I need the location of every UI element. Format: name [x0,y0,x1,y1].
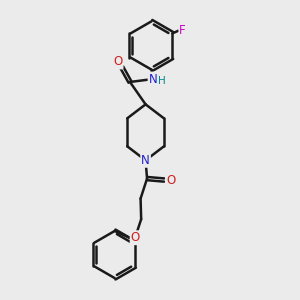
Text: F: F [179,24,186,37]
Text: N: N [141,154,150,167]
Text: H: H [158,76,166,86]
Text: O: O [166,173,175,187]
Text: N: N [148,73,157,85]
Text: O: O [113,56,122,68]
Text: O: O [131,231,140,244]
